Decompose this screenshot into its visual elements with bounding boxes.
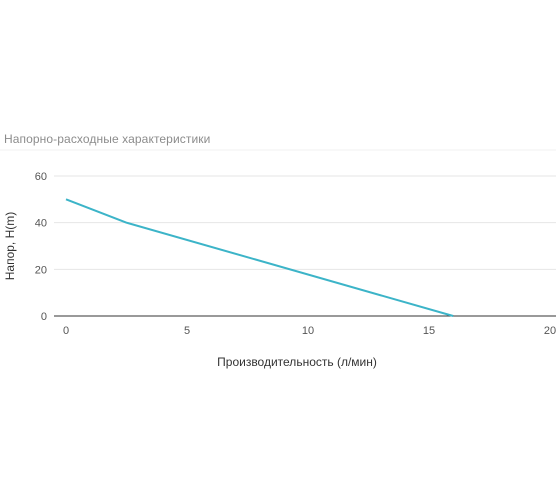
y-tick-labels: 0 20 40 60 — [35, 171, 47, 323]
series-line — [65, 198, 454, 317]
y-tick-label: 20 — [35, 264, 47, 276]
x-tick-label: 5 — [184, 325, 190, 337]
chart-title: Напорно-расходные характеристики — [4, 132, 211, 146]
series-layer — [65, 198, 454, 317]
gridlines — [0, 149, 556, 317]
x-tick-labels: 0 5 10 15 20 — [63, 325, 556, 337]
x-axis-label: Производительность (л/мин) — [217, 355, 377, 369]
x-tick-label: 10 — [302, 325, 314, 337]
x-tick-label: 15 — [423, 325, 435, 337]
x-tick-label: 0 — [63, 325, 69, 337]
x-tick-label: 20 — [544, 325, 556, 337]
y-tick-label: 60 — [35, 171, 47, 183]
y-tick-label: 40 — [35, 218, 47, 230]
y-tick-label: 0 — [41, 311, 47, 323]
y-axis-label: Напор, H(m) — [3, 212, 17, 281]
